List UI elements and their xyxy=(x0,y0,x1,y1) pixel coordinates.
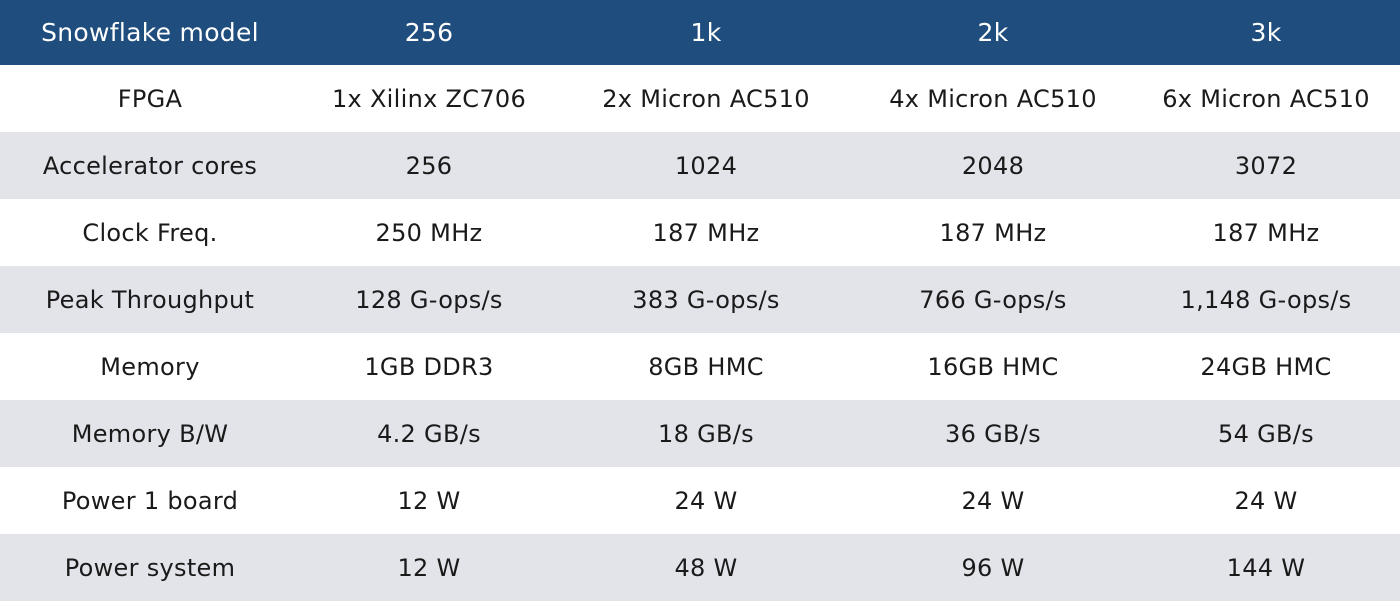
row-label: Memory B/W xyxy=(71,419,229,448)
table-cell: 18 GB/s xyxy=(658,419,754,448)
table-cell: 48 W xyxy=(674,553,738,582)
header-cell-model: Snowflake model xyxy=(41,18,259,47)
table-cell: 54 GB/s xyxy=(1218,419,1314,448)
table-cell: 144 W xyxy=(1226,553,1306,582)
table-cell: 8GB HMC xyxy=(648,352,764,381)
row-label: Power 1 board xyxy=(61,486,239,515)
table-cell: 250 MHz xyxy=(375,218,483,247)
table-cell: 4x Micron AC510 xyxy=(889,84,1097,113)
table-row-accelerator-cores: Accelerator cores 256 1024 2048 3072 xyxy=(0,132,1400,199)
table-cell: 6x Micron AC510 xyxy=(1162,84,1370,113)
header-cell-1k: 1k xyxy=(690,18,722,47)
table-cell: 12 W xyxy=(397,553,461,582)
table-cell: 128 G-ops/s xyxy=(355,285,503,314)
table-row-power-system: Power system 12 W 48 W 96 W 144 W xyxy=(0,534,1400,601)
table-cell: 187 MHz xyxy=(652,218,760,247)
row-label: FPGA xyxy=(117,84,183,113)
table-cell: 1x Xilinx ZC706 xyxy=(331,84,527,113)
row-label: Clock Freq. xyxy=(82,218,218,247)
table-row-memory-bw: Memory B/W 4.2 GB/s 18 GB/s 36 GB/s 54 G… xyxy=(0,400,1400,467)
row-label: Accelerator cores xyxy=(42,151,258,180)
header-cell-3k: 3k xyxy=(1250,18,1282,47)
table-cell: 24 W xyxy=(674,486,738,515)
table-cell: 12 W xyxy=(397,486,461,515)
table-row-clock-freq: Clock Freq. 250 MHz 187 MHz 187 MHz 187 … xyxy=(0,199,1400,266)
table-cell: 24 W xyxy=(1234,486,1298,515)
header-cell-2k: 2k xyxy=(977,18,1009,47)
table-cell: 256 xyxy=(405,151,453,180)
table-row-memory: Memory 1GB DDR3 8GB HMC 16GB HMC 24GB HM… xyxy=(0,333,1400,400)
table-cell: 24GB HMC xyxy=(1200,352,1332,381)
table-cell: 383 G-ops/s xyxy=(632,285,780,314)
table-cell: 187 MHz xyxy=(939,218,1047,247)
table-cell: 187 MHz xyxy=(1212,218,1320,247)
table-cell: 1,148 G-ops/s xyxy=(1180,285,1352,314)
table-cell: 2048 xyxy=(961,151,1025,180)
table-header-row: Snowflake model 256 1k 2k 3k xyxy=(0,0,1400,65)
table-cell: 24 W xyxy=(961,486,1025,515)
row-label: Memory xyxy=(100,352,200,381)
table-row-fpga: FPGA 1x Xilinx ZC706 2x Micron AC510 4x … xyxy=(0,65,1400,132)
table-row-peak-throughput: Peak Throughput 128 G-ops/s 383 G-ops/s … xyxy=(0,266,1400,333)
table-cell: 766 G-ops/s xyxy=(919,285,1067,314)
header-cell-256: 256 xyxy=(404,18,454,47)
table-cell: 16GB HMC xyxy=(927,352,1059,381)
table-cell: 1GB DDR3 xyxy=(364,352,494,381)
table-cell: 3072 xyxy=(1234,151,1298,180)
row-label: Peak Throughput xyxy=(45,285,255,314)
table-cell: 4.2 GB/s xyxy=(377,419,481,448)
table-row-power-1-board: Power 1 board 12 W 24 W 24 W 24 W xyxy=(0,467,1400,534)
table-cell: 96 W xyxy=(961,553,1025,582)
table-cell: 2x Micron AC510 xyxy=(602,84,810,113)
table-cell: 36 GB/s xyxy=(945,419,1041,448)
row-label: Power system xyxy=(64,553,236,582)
table-cell: 1024 xyxy=(674,151,738,180)
